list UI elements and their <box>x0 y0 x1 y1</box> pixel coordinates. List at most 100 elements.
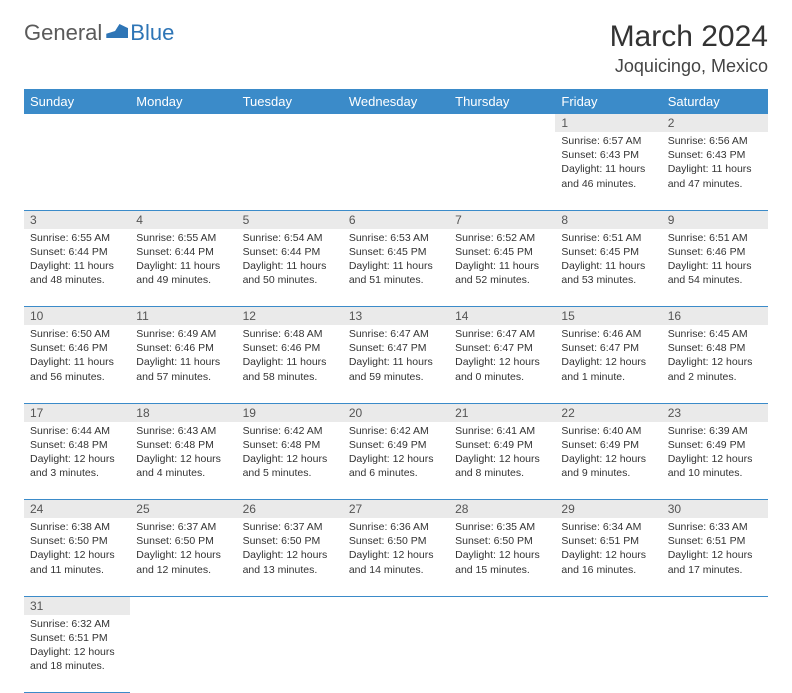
day-cell: Sunrise: 6:52 AMSunset: 6:45 PMDaylight:… <box>449 229 555 307</box>
sunrise-text: Sunrise: 6:47 AM <box>349 327 443 341</box>
day-number-cell: 11 <box>130 307 236 326</box>
day-details: Sunrise: 6:32 AMSunset: 6:51 PMDaylight:… <box>24 615 130 678</box>
day-details: Sunrise: 6:36 AMSunset: 6:50 PMDaylight:… <box>343 518 449 581</box>
daylight-text: Daylight: 11 hours and 53 minutes. <box>561 259 655 287</box>
day-number-cell: 10 <box>24 307 130 326</box>
day-cell: Sunrise: 6:43 AMSunset: 6:48 PMDaylight:… <box>130 422 236 500</box>
day-details: Sunrise: 6:48 AMSunset: 6:46 PMDaylight:… <box>237 325 343 388</box>
daylight-text: Daylight: 12 hours and 3 minutes. <box>30 452 124 480</box>
sunrise-text: Sunrise: 6:37 AM <box>136 520 230 534</box>
sunrise-text: Sunrise: 6:55 AM <box>136 231 230 245</box>
day-number-cell: 18 <box>130 403 236 422</box>
sunset-text: Sunset: 6:50 PM <box>349 534 443 548</box>
day-number-cell: 8 <box>555 210 661 229</box>
day-cell: Sunrise: 6:49 AMSunset: 6:46 PMDaylight:… <box>130 325 236 403</box>
day-details: Sunrise: 6:35 AMSunset: 6:50 PMDaylight:… <box>449 518 555 581</box>
sunset-text: Sunset: 6:47 PM <box>349 341 443 355</box>
sunrise-text: Sunrise: 6:36 AM <box>349 520 443 534</box>
day-cell <box>555 615 661 693</box>
day-cell <box>130 132 236 210</box>
day-cell: Sunrise: 6:45 AMSunset: 6:48 PMDaylight:… <box>662 325 768 403</box>
day-number-cell: 3 <box>24 210 130 229</box>
day-cell: Sunrise: 6:42 AMSunset: 6:48 PMDaylight:… <box>237 422 343 500</box>
daylight-text: Daylight: 12 hours and 4 minutes. <box>136 452 230 480</box>
day-number-row: 10111213141516 <box>24 307 768 326</box>
day-details: Sunrise: 6:42 AMSunset: 6:48 PMDaylight:… <box>237 422 343 485</box>
sunset-text: Sunset: 6:47 PM <box>455 341 549 355</box>
day-number-cell: 19 <box>237 403 343 422</box>
day-cell: Sunrise: 6:55 AMSunset: 6:44 PMDaylight:… <box>130 229 236 307</box>
day-details: Sunrise: 6:49 AMSunset: 6:46 PMDaylight:… <box>130 325 236 388</box>
day-cell <box>662 615 768 693</box>
sunset-text: Sunset: 6:50 PM <box>455 534 549 548</box>
sunrise-text: Sunrise: 6:53 AM <box>349 231 443 245</box>
day-details: Sunrise: 6:44 AMSunset: 6:48 PMDaylight:… <box>24 422 130 485</box>
sunrise-text: Sunrise: 6:54 AM <box>243 231 337 245</box>
sunrise-text: Sunrise: 6:57 AM <box>561 134 655 148</box>
day-number-cell: 9 <box>662 210 768 229</box>
sunset-text: Sunset: 6:45 PM <box>349 245 443 259</box>
day-details: Sunrise: 6:51 AMSunset: 6:45 PMDaylight:… <box>555 229 661 292</box>
daylight-text: Daylight: 12 hours and 5 minutes. <box>243 452 337 480</box>
day-details: Sunrise: 6:43 AMSunset: 6:48 PMDaylight:… <box>130 422 236 485</box>
sunrise-text: Sunrise: 6:47 AM <box>455 327 549 341</box>
day-cell: Sunrise: 6:48 AMSunset: 6:46 PMDaylight:… <box>237 325 343 403</box>
day-details: Sunrise: 6:55 AMSunset: 6:44 PMDaylight:… <box>130 229 236 292</box>
sunset-text: Sunset: 6:44 PM <box>30 245 124 259</box>
month-title: March 2024 <box>610 20 768 54</box>
location: Joquicingo, Mexico <box>610 56 768 77</box>
sunset-text: Sunset: 6:44 PM <box>243 245 337 259</box>
sunrise-text: Sunrise: 6:37 AM <box>243 520 337 534</box>
brand-part1: General <box>24 20 102 46</box>
day-number-cell: 20 <box>343 403 449 422</box>
day-cell: Sunrise: 6:47 AMSunset: 6:47 PMDaylight:… <box>449 325 555 403</box>
sunrise-text: Sunrise: 6:44 AM <box>30 424 124 438</box>
day-details: Sunrise: 6:39 AMSunset: 6:49 PMDaylight:… <box>662 422 768 485</box>
day-details: Sunrise: 6:53 AMSunset: 6:45 PMDaylight:… <box>343 229 449 292</box>
day-number-cell: 2 <box>662 114 768 132</box>
day-header: Friday <box>555 89 661 114</box>
sunset-text: Sunset: 6:50 PM <box>243 534 337 548</box>
day-details: Sunrise: 6:42 AMSunset: 6:49 PMDaylight:… <box>343 422 449 485</box>
daylight-text: Daylight: 12 hours and 9 minutes. <box>561 452 655 480</box>
day-cell: Sunrise: 6:35 AMSunset: 6:50 PMDaylight:… <box>449 518 555 596</box>
day-number-cell: 22 <box>555 403 661 422</box>
day-number-cell <box>130 114 236 132</box>
sunrise-text: Sunrise: 6:34 AM <box>561 520 655 534</box>
day-number-cell <box>24 114 130 132</box>
day-details: Sunrise: 6:38 AMSunset: 6:50 PMDaylight:… <box>24 518 130 581</box>
day-cell: Sunrise: 6:46 AMSunset: 6:47 PMDaylight:… <box>555 325 661 403</box>
day-number-cell: 12 <box>237 307 343 326</box>
daylight-text: Daylight: 11 hours and 51 minutes. <box>349 259 443 287</box>
daylight-text: Daylight: 11 hours and 57 minutes. <box>136 355 230 383</box>
sunset-text: Sunset: 6:49 PM <box>349 438 443 452</box>
daylight-text: Daylight: 11 hours and 52 minutes. <box>455 259 549 287</box>
day-header: Thursday <box>449 89 555 114</box>
day-cell: Sunrise: 6:40 AMSunset: 6:49 PMDaylight:… <box>555 422 661 500</box>
day-details: Sunrise: 6:37 AMSunset: 6:50 PMDaylight:… <box>237 518 343 581</box>
day-cell: Sunrise: 6:55 AMSunset: 6:44 PMDaylight:… <box>24 229 130 307</box>
day-number-cell: 5 <box>237 210 343 229</box>
day-details: Sunrise: 6:37 AMSunset: 6:50 PMDaylight:… <box>130 518 236 581</box>
sunset-text: Sunset: 6:50 PM <box>136 534 230 548</box>
sunrise-text: Sunrise: 6:50 AM <box>30 327 124 341</box>
day-cell: Sunrise: 6:38 AMSunset: 6:50 PMDaylight:… <box>24 518 130 596</box>
day-cell: Sunrise: 6:47 AMSunset: 6:47 PMDaylight:… <box>343 325 449 403</box>
daylight-text: Daylight: 12 hours and 12 minutes. <box>136 548 230 576</box>
day-cell: Sunrise: 6:56 AMSunset: 6:43 PMDaylight:… <box>662 132 768 210</box>
day-number-cell: 29 <box>555 500 661 519</box>
day-details: Sunrise: 6:45 AMSunset: 6:48 PMDaylight:… <box>662 325 768 388</box>
day-cell: Sunrise: 6:37 AMSunset: 6:50 PMDaylight:… <box>130 518 236 596</box>
daylight-text: Daylight: 11 hours and 47 minutes. <box>668 162 762 190</box>
day-number-cell: 6 <box>343 210 449 229</box>
day-cell <box>237 132 343 210</box>
sunset-text: Sunset: 6:48 PM <box>30 438 124 452</box>
day-cell: Sunrise: 6:34 AMSunset: 6:51 PMDaylight:… <box>555 518 661 596</box>
daylight-text: Daylight: 11 hours and 49 minutes. <box>136 259 230 287</box>
day-number-cell: 15 <box>555 307 661 326</box>
day-cell: Sunrise: 6:32 AMSunset: 6:51 PMDaylight:… <box>24 615 130 693</box>
sunset-text: Sunset: 6:49 PM <box>561 438 655 452</box>
day-cell: Sunrise: 6:54 AMSunset: 6:44 PMDaylight:… <box>237 229 343 307</box>
day-cell <box>449 615 555 693</box>
daylight-text: Daylight: 12 hours and 10 minutes. <box>668 452 762 480</box>
